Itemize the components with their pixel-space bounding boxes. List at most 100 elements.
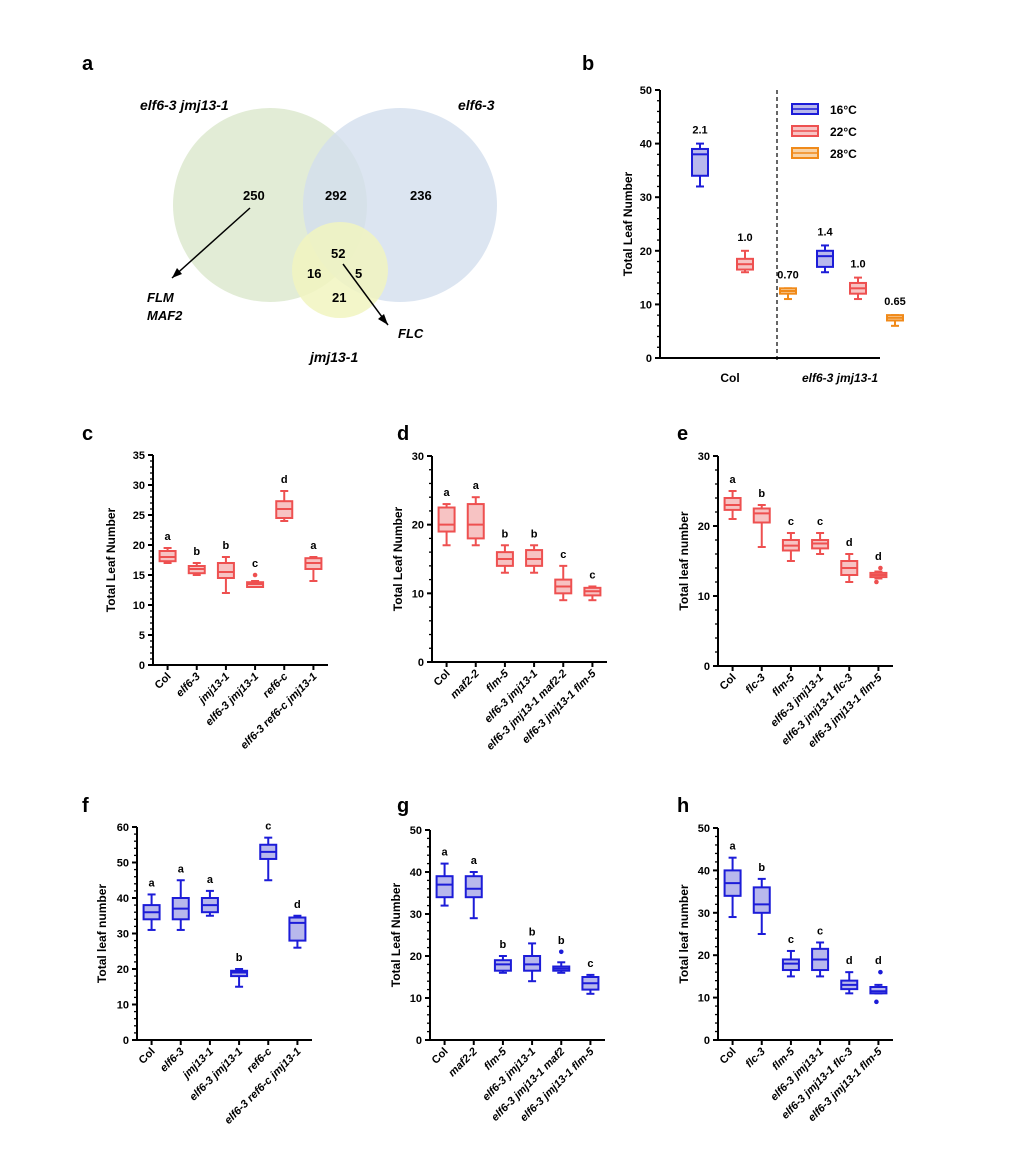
box-body (288, 916, 307, 942)
panel-c: c 0 5 10 15 20 25 30 35 Total Leaf Number a Col b el… (82, 423, 328, 752)
y-tick-label: 30 (410, 909, 422, 921)
y-tick-label: 10 (412, 588, 424, 600)
significance-letter: d (846, 955, 853, 967)
y-tick-label: 20 (698, 521, 710, 533)
y-tick-label: 5 (139, 630, 145, 642)
y-tick-label: 20 (410, 951, 422, 963)
significance-letter: b (500, 939, 507, 951)
category-label: elf6-3 jmj13-1 (203, 671, 261, 729)
y-axis-title: Total Leaf Number (104, 507, 118, 612)
y-tick-label: 10 (640, 299, 652, 311)
significance-letter: b (758, 488, 765, 500)
venn-count-jmj13-only: 21 (332, 290, 346, 305)
significance-letter: a (149, 877, 156, 889)
y-tick-label: 30 (698, 451, 710, 463)
significance-letter: a (207, 874, 214, 886)
panel-label-h: h (677, 795, 689, 817)
significance-letter: a (473, 480, 480, 492)
significance-letter: a (310, 540, 317, 552)
flm-arrowhead (172, 268, 182, 278)
y-tick-label: 40 (698, 865, 710, 877)
y-axis-title: Total leaf number (677, 884, 691, 983)
panel-label-b: b (582, 53, 594, 75)
significance-letter: b (558, 935, 565, 947)
significance-letter: c (560, 549, 566, 561)
significance-letter: a (730, 474, 737, 486)
significance-letter: c (788, 516, 794, 528)
y-tick-label: 50 (410, 825, 422, 837)
panel-label-d: d (397, 423, 409, 445)
significance-letter: c (788, 934, 794, 946)
y-tick-label: 10 (133, 600, 145, 612)
box-outlier (252, 572, 258, 578)
significance-letter: d (846, 537, 853, 549)
legend-label: 16°C (830, 103, 857, 117)
box-body (466, 503, 485, 540)
y-tick-label: 20 (698, 950, 710, 962)
y-tick-label: 50 (640, 85, 652, 97)
panel-label-c: c (82, 423, 93, 445)
y-axis-title: Total Leaf Number (389, 882, 403, 987)
panel-b: b 0 10 20 30 40 50 Total Leaf Number 2.1 1.0 0.70… (582, 53, 906, 385)
significance-letter: a (471, 855, 478, 867)
y-tick-label: 40 (117, 893, 129, 905)
legend-label: 22°C (830, 125, 857, 139)
panel-label-e: e (677, 423, 688, 445)
y-tick-label: 25 (133, 510, 145, 522)
category-label: flc-3 (743, 672, 767, 696)
y-tick-label: 20 (133, 540, 145, 552)
panel-f: f 0 10 20 30 40 50 60 Total leaf number a Col a elf… (82, 795, 312, 1127)
significance-letter: c (252, 558, 258, 570)
panel-label-a: a (82, 53, 94, 75)
significance-letter: b (223, 540, 230, 552)
y-axis-title: Total leaf number (95, 884, 109, 983)
y-tick-label: 10 (698, 591, 710, 603)
y-tick-label: 0 (646, 353, 652, 365)
box-value-label: 0.65 (884, 296, 905, 308)
significance-letter: b (531, 528, 538, 540)
significance-letter: c (587, 958, 593, 970)
y-tick-label: 30 (698, 908, 710, 920)
y-axis-title: Total Leaf Number (621, 171, 635, 276)
venn-count-elf6-jmj13-and-jmj13: 16 (307, 266, 321, 281)
y-axis-title: Total Leaf Number (391, 506, 405, 611)
gene-flc: FLC (398, 326, 424, 341)
category-label: flc-3 (743, 1046, 767, 1070)
box-body (523, 955, 542, 972)
box-body (691, 147, 709, 177)
box-outlier (874, 999, 879, 1005)
significance-letter: b (236, 952, 243, 964)
box-outlier (558, 949, 564, 955)
box-body (435, 875, 454, 899)
y-tick-label: 10 (698, 993, 710, 1005)
venn-count-elf6-jmj13-only: 250 (243, 188, 265, 203)
category-label: Col (718, 1046, 739, 1067)
significance-letter: a (730, 841, 737, 853)
significance-letter: c (817, 925, 823, 937)
box-outlier (874, 579, 879, 585)
significance-letter: c (589, 569, 595, 581)
y-tick-label: 0 (418, 657, 424, 669)
y-tick-label: 0 (704, 661, 710, 673)
box-body (869, 986, 888, 995)
venn-count-elf6-and-jmj13: 5 (355, 266, 362, 281)
legend-label: 28°C (830, 147, 857, 161)
y-tick-label: 30 (133, 480, 145, 492)
box-body (752, 886, 771, 914)
venn-count-elf6-only: 236 (410, 188, 432, 203)
panel-label-f: f (82, 795, 89, 817)
venn-circle-jmj13-1 (292, 222, 388, 318)
category-label: maf2-2 (446, 1046, 480, 1080)
y-tick-label: 0 (139, 660, 145, 672)
y-tick-label: 40 (410, 867, 422, 879)
significance-letter: c (817, 516, 823, 528)
box-body (437, 506, 456, 533)
venn-label-elf6-3-jmj13-1: elf6-3 jmj13-1 (140, 97, 229, 113)
gene-maf2: MAF2 (147, 308, 183, 323)
category-label: Col (718, 672, 739, 693)
significance-letter: b (758, 862, 765, 874)
box-body (464, 875, 483, 899)
y-tick-label: 30 (640, 192, 652, 204)
